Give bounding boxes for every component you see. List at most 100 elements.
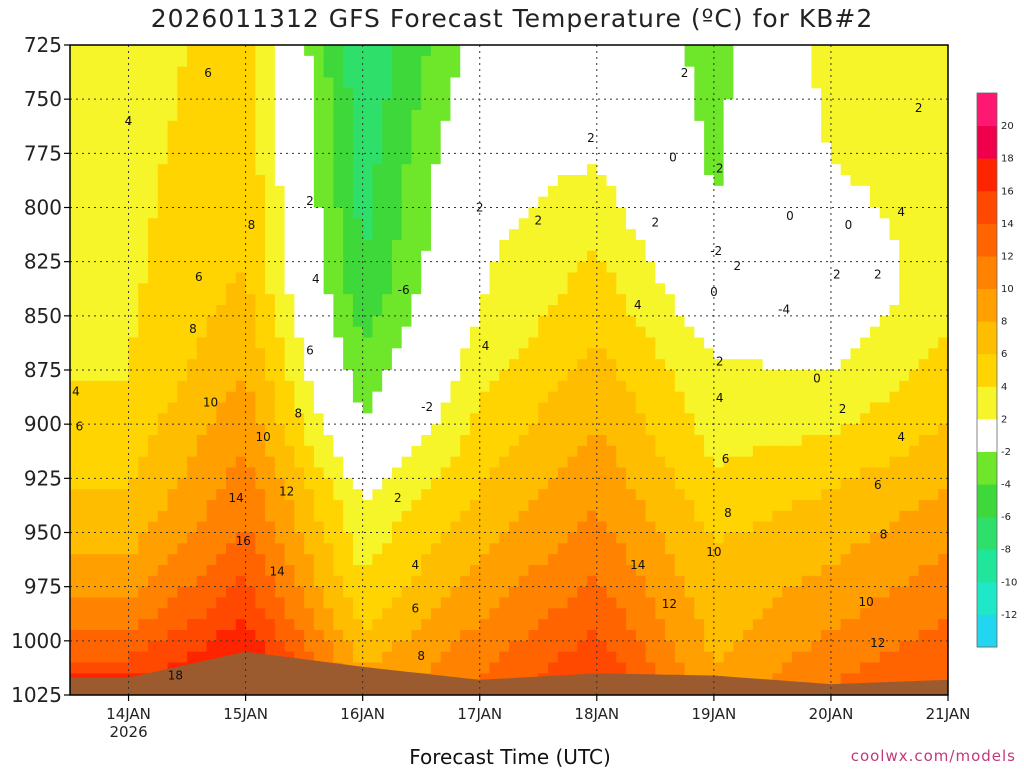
temperature-cell [284,348,295,360]
temperature-cell [274,500,286,512]
temperature-cell [567,66,578,79]
temperature-cell [469,630,481,642]
temperature-cell [382,554,393,566]
temperature-cell [216,337,227,349]
temperature-cell [518,45,530,57]
temperature-cell [499,66,510,79]
temperature-cell [869,575,881,588]
temperature-cell [645,120,656,133]
temperature-cell [733,250,744,263]
temperature-cell [626,619,637,631]
temperature-cell [596,229,608,241]
temperature-cell [713,305,725,317]
temperature-cell [489,619,500,631]
temperature-cell [801,283,813,295]
temperature-cell [694,131,705,144]
temperature-cell [89,45,100,57]
temperature-cell [70,88,81,100]
temperature-cell [421,175,432,187]
temperature-cell [587,370,598,382]
temperature-cell [109,554,120,566]
temperature-cell [216,424,227,436]
temperature-cell [450,456,461,469]
temperature-cell [323,142,334,154]
temperature-cell [587,435,598,447]
temperature-cell [362,110,374,122]
temperature-cell [226,586,237,599]
temperature-cell [460,131,471,144]
temperature-cell [860,283,871,295]
temperature-cell [391,337,403,349]
temperature-cell [196,402,208,414]
temperature-cell [352,153,364,165]
temperature-cell [440,370,452,382]
temperature-cell [616,554,627,566]
temperature-cell [70,608,81,620]
temperature-cell [801,272,813,284]
temperature-cell [401,651,413,664]
temperature-cell [245,283,256,295]
temperature-cell [148,45,159,57]
temperature-cell [518,478,530,490]
temperature-cell [206,229,217,241]
temperature-cell [70,110,81,122]
temperature-cell [99,326,110,339]
temperature-cell [138,467,149,479]
temperature-cell [772,413,783,425]
temperature-cell [333,554,344,566]
temperature-cell [265,586,276,599]
temperature-cell [596,402,608,414]
temperature-cell [79,391,91,404]
temperature-cell [791,370,803,382]
temperature-cell [684,196,695,209]
temperature-cell [762,532,773,544]
temperature-cell [343,196,354,209]
temperature-cell [118,45,130,57]
temperature-cell [401,305,413,317]
temperature-cell [821,380,832,393]
temperature-cell [665,240,676,252]
temperature-cell [294,554,305,566]
temperature-cell [694,305,705,317]
temperature-cell [596,175,608,187]
temperature-cell [782,565,793,577]
temperature-cell [440,66,452,79]
temperature-cell [284,359,295,371]
temperature-cell [235,240,247,252]
temperature-cell [869,391,881,404]
temperature-cell [830,500,842,512]
temperature-cell [352,240,364,252]
temperature-cell [177,142,188,154]
temperature-cell [148,337,159,349]
temperature-cell [830,120,842,133]
temperature-cell [733,294,744,306]
temperature-cell [118,391,130,404]
temperature-cell [450,153,461,165]
temperature-cell [626,510,637,523]
temperature-cell [606,619,617,631]
temperature-cell [430,640,442,653]
temperature-cell [421,586,432,599]
temperature-cell [430,294,442,306]
temperature-cell [343,651,354,664]
temperature-cell [791,500,803,512]
temperature-cell [235,153,247,165]
temperature-cell [333,651,344,664]
temperature-cell [518,207,530,219]
temperature-cell [128,326,139,339]
temperature-cell [869,99,881,111]
temperature-cell [752,565,764,577]
temperature-cell [879,142,891,154]
temperature-cell [782,424,793,436]
temperature-cell [157,467,169,479]
temperature-cell [401,608,413,620]
temperature-cell [313,337,325,349]
temperature-cell [469,532,481,544]
temperature-cell [694,110,705,122]
temperature-cell [235,305,247,317]
temperature-cell [382,510,393,523]
temperature-cell [206,456,217,469]
temperature-cell [811,359,822,371]
temperature-cell [469,88,481,100]
temperature-cell [713,380,725,393]
